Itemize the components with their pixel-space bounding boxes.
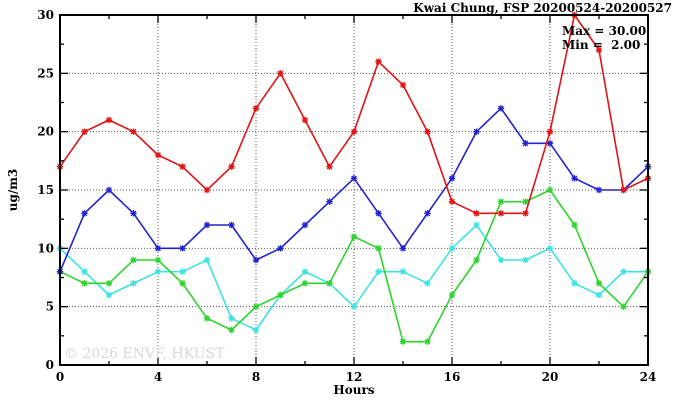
x-tick-label: 20 [542,370,559,384]
x-tick-label: 24 [640,370,657,384]
x-tick-label: 4 [154,370,162,384]
y-tick-label: 30 [37,8,54,22]
max-annotation: Max = 30.00 [562,24,646,38]
y-axis-label: ug/m3 [6,169,20,212]
chart-title: Kwai Chung, FSP 20200524-20200527 [413,1,672,15]
y-tick-label: 5 [46,300,54,314]
x-axis-label: Hours [333,383,374,397]
y-tick-label: 15 [37,183,54,197]
watermark: © 2026 ENVF, HKUST [64,346,225,362]
x-tick-label: 0 [56,370,64,384]
x-tick-label: 8 [252,370,260,384]
axes-frame [59,14,649,366]
x-tick-label: 12 [346,370,363,384]
y-tick-label: 25 [37,66,54,80]
data-series [56,11,652,345]
y-tick-label: 10 [37,241,54,255]
y-tick-label: 0 [46,358,54,372]
y-tick-label: 20 [37,125,54,139]
min-annotation: Min = 2.00 [562,38,640,52]
tick-labels: 0 4 8 12 16 20 24 0 5 10 15 20 25 30 [37,8,656,384]
x-tick-label: 16 [444,370,461,384]
gridlines [60,15,648,365]
